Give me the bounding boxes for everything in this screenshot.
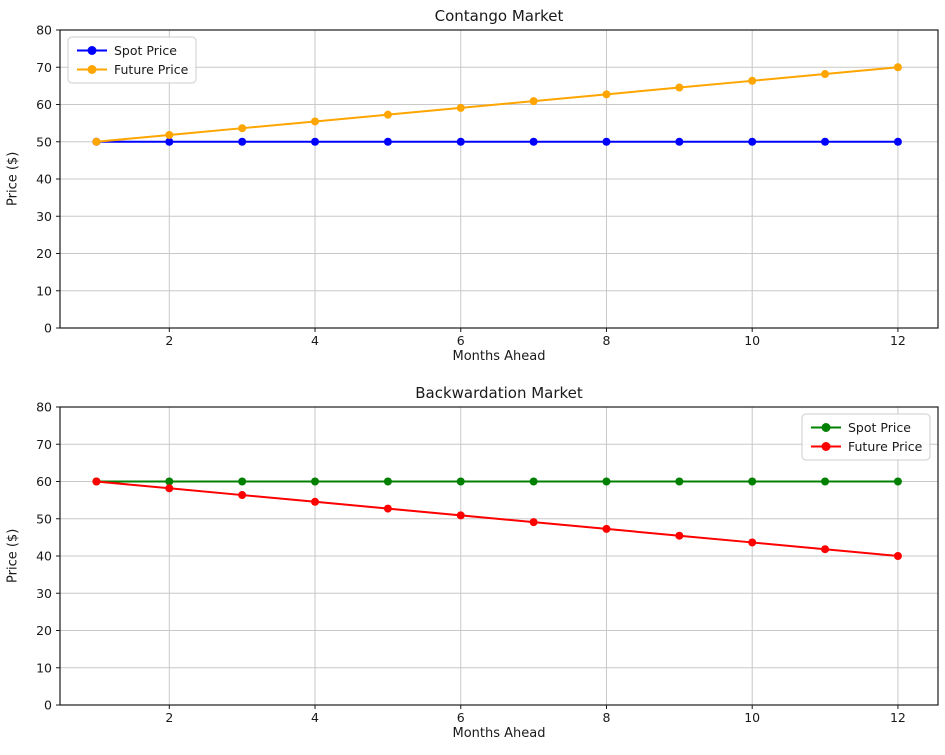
spot-price-marker [529,137,538,146]
legend-sample-marker [821,423,831,432]
x-tick-label: 4 [311,333,319,348]
y-tick-label: 60 [36,474,52,489]
future-price-marker [92,137,101,146]
contango-chart: Contango Market Price ($) 0 10 20 30 40 50 60 7… [0,0,945,377]
plot-area: 0 10 20 30 40 50 60 70 80 2 4 6 8 10 12 Spot Price Futur… [36,23,939,348]
y-tick-label: 30 [36,209,52,224]
spot-price-marker [748,477,757,486]
spot-price-marker [675,477,684,486]
spot-price-marker [821,477,830,486]
spot-price-marker [456,137,465,146]
future-price-marker [748,538,757,547]
x-tick-label: 8 [602,710,610,725]
future-price-marker [383,504,392,513]
future-price-line [96,66,899,143]
y-tick-label: 80 [36,23,52,38]
future-price-marker [165,130,174,139]
y-tick-label: 80 [36,400,52,415]
spot-price-marker [602,137,611,146]
future-price-marker [529,518,538,527]
y-tick-label: 0 [44,321,52,336]
legend-label: Spot Price [114,43,177,58]
future-price-marker [821,545,830,554]
spot-price-marker [238,477,247,486]
x-tick-label: 2 [165,333,173,348]
future-price-marker [456,103,465,112]
spot-price-marker [456,477,465,486]
x-tick-label: 10 [744,710,760,725]
y-tick-label: 50 [36,511,52,526]
y-tick-label: 50 [36,134,52,149]
y-tick-label: 10 [36,283,52,298]
future-price-marker [165,484,174,493]
future-price-marker [602,524,611,533]
x-tick-label: 6 [457,333,465,348]
x-tick-label: 10 [744,333,760,348]
x-tick-label: 6 [457,710,465,725]
spot-price-marker [165,137,174,146]
y-tick-label: 40 [36,549,52,564]
legend-label: Future Price [114,62,189,77]
future-price-marker [675,83,684,92]
future-price-marker [529,97,538,106]
x-axis-label: Months Ahead [452,349,546,364]
y-tick-label: 10 [36,660,52,675]
x-tick-label: 4 [311,710,319,725]
future-price-marker [602,90,611,99]
legend-label: Spot Price [848,420,911,435]
y-tick-label: 70 [36,437,52,452]
y-tick-label: 20 [36,623,52,638]
spot-price-marker [383,477,392,486]
legend-label: Future Price [848,439,923,454]
x-tick-label: 12 [890,333,906,348]
spot-price-marker [383,137,392,146]
future-price-marker [821,70,830,79]
y-tick-label: 30 [36,586,52,601]
backwardation-chart: Backwardation Market Price ($) 0 10 20 30 40… [0,377,945,755]
spot-price-marker [602,477,611,486]
spot-price-marker [748,137,757,146]
future-price-marker [893,552,902,560]
x-tick-label: 2 [165,710,173,725]
y-tick-label: 60 [36,97,52,112]
spot-price-marker [311,477,320,486]
future-price-marker [893,63,902,72]
legend-box [801,413,931,461]
spot-price-marker [165,477,174,486]
x-tick-label: 8 [602,333,610,348]
future-price-marker [456,511,465,520]
plot-area: 0 10 20 30 40 50 60 70 80 2 4 6 8 10 12 Spot Price Futur… [36,400,939,725]
legend-sample-marker [87,65,97,74]
future-price-marker [311,117,320,126]
y-tick-label: 20 [36,246,52,261]
y-tick-label: 0 [44,698,52,713]
future-price-line [96,480,899,557]
chart-title: Contango Market [434,7,564,25]
spot-price-marker [821,137,830,146]
spot-price-marker [311,137,320,146]
y-tick-label: 70 [36,60,52,75]
future-price-marker [311,497,320,506]
legend-box [67,36,197,84]
spot-price-marker [529,477,538,486]
chart-title: Backwardation Market [415,384,583,402]
future-price-marker [92,477,101,486]
y-tick-label: 40 [36,172,52,187]
legend-sample-marker [87,46,97,55]
legend-sample-marker [821,442,831,451]
future-price-marker [238,491,247,500]
x-axis-label: Months Ahead [452,726,546,741]
spot-price-marker [675,137,684,146]
future-price-marker [383,110,392,119]
x-tick-label: 12 [890,710,906,725]
future-price-marker [675,531,684,540]
spot-price-marker [238,137,247,146]
spot-price-marker [893,477,902,486]
spot-price-marker [893,137,902,146]
future-price-marker [238,124,247,133]
future-price-marker [748,76,757,85]
